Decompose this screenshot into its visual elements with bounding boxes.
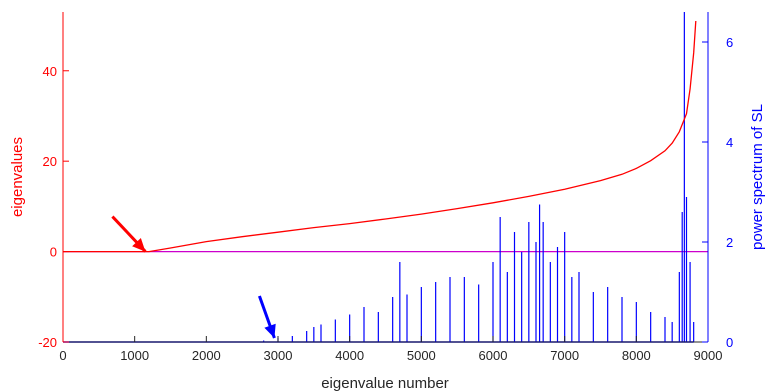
left-tick-label: 0 bbox=[50, 245, 57, 260]
plot-area bbox=[63, 12, 708, 343]
x-tick-label: 9000 bbox=[694, 348, 723, 363]
left-axis-label: eigenvalues bbox=[9, 137, 26, 217]
right-tick-label: 0 bbox=[726, 335, 733, 350]
right-tick-label: 2 bbox=[726, 235, 733, 250]
x-tick-label: 4000 bbox=[335, 348, 364, 363]
x-tick-label: 1000 bbox=[120, 348, 149, 363]
x-axis: 0 1000 2000 3000 4000 5000 6000 7000 8000 9000 bbox=[59, 336, 722, 363]
x-tick-label: 8000 bbox=[622, 348, 651, 363]
left-tick-label: -20 bbox=[38, 335, 57, 350]
right-y-axis: 0 2 4 6 bbox=[702, 12, 733, 350]
left-tick-label: 20 bbox=[43, 154, 57, 169]
x-tick-label: 0 bbox=[59, 348, 66, 363]
right-axis-label: power spectrum of SL bbox=[749, 104, 765, 250]
x-tick-label: 5000 bbox=[407, 348, 436, 363]
right-tick-label: 4 bbox=[726, 135, 733, 150]
x-axis-label: eigenvalue number bbox=[321, 375, 449, 392]
right-tick-label: 6 bbox=[726, 35, 733, 50]
x-tick-label: 7000 bbox=[550, 348, 579, 363]
left-y-axis: -20 0 20 40 bbox=[38, 12, 69, 350]
annotation-arrowhead bbox=[264, 323, 276, 338]
eigenvalue-curve bbox=[63, 20, 697, 253]
x-tick-label: 3000 bbox=[264, 348, 293, 363]
x-tick-label: 6000 bbox=[479, 348, 508, 363]
x-tick-label: 2000 bbox=[192, 348, 221, 363]
annotation-arrowhead bbox=[132, 238, 146, 252]
left-tick-label: 40 bbox=[43, 64, 57, 79]
